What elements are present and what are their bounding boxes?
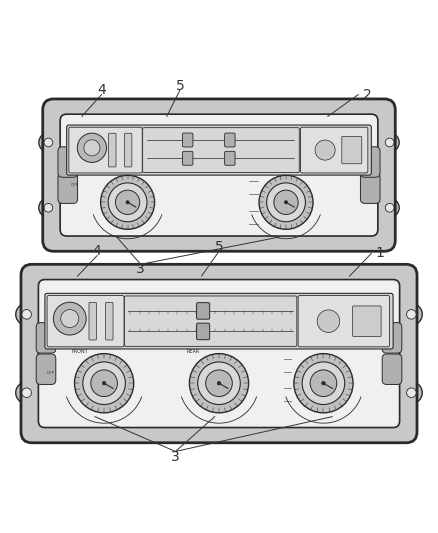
Text: 4: 4 [93, 244, 102, 259]
Circle shape [400, 303, 422, 325]
FancyBboxPatch shape [298, 295, 390, 347]
Circle shape [284, 201, 288, 204]
Text: 2: 2 [363, 87, 371, 102]
Circle shape [53, 302, 86, 335]
Circle shape [206, 370, 232, 397]
Text: OFF: OFF [47, 370, 55, 375]
FancyBboxPatch shape [353, 306, 381, 336]
Circle shape [116, 190, 140, 214]
FancyBboxPatch shape [21, 264, 417, 443]
FancyBboxPatch shape [89, 302, 96, 340]
Circle shape [217, 382, 221, 385]
FancyBboxPatch shape [183, 151, 193, 165]
FancyBboxPatch shape [60, 114, 378, 236]
Text: FRONT: FRONT [71, 349, 88, 353]
FancyBboxPatch shape [124, 133, 132, 167]
Circle shape [16, 303, 38, 325]
FancyBboxPatch shape [39, 279, 399, 427]
FancyBboxPatch shape [143, 128, 299, 173]
Circle shape [74, 353, 134, 413]
Circle shape [83, 362, 125, 405]
FancyBboxPatch shape [106, 302, 113, 340]
Text: 3: 3 [136, 262, 145, 276]
Circle shape [22, 388, 32, 398]
FancyBboxPatch shape [382, 354, 402, 384]
Text: REAR: REAR [187, 349, 200, 353]
FancyBboxPatch shape [342, 136, 362, 164]
FancyBboxPatch shape [124, 296, 297, 346]
FancyBboxPatch shape [36, 354, 56, 384]
Circle shape [16, 382, 38, 403]
FancyBboxPatch shape [69, 127, 142, 173]
Circle shape [91, 370, 117, 397]
FancyBboxPatch shape [225, 133, 235, 147]
Circle shape [317, 310, 340, 333]
FancyBboxPatch shape [45, 293, 393, 349]
Circle shape [39, 133, 58, 152]
FancyBboxPatch shape [58, 173, 78, 204]
Circle shape [274, 190, 298, 214]
Circle shape [302, 362, 345, 405]
Circle shape [380, 133, 399, 152]
Circle shape [44, 204, 53, 212]
Circle shape [385, 204, 394, 212]
Circle shape [126, 201, 129, 204]
Circle shape [321, 382, 325, 385]
Circle shape [380, 198, 399, 217]
Circle shape [385, 138, 394, 147]
FancyBboxPatch shape [109, 133, 116, 167]
Circle shape [44, 138, 53, 147]
Circle shape [39, 198, 58, 217]
Text: OFF: OFF [201, 370, 210, 375]
Circle shape [61, 310, 79, 328]
FancyBboxPatch shape [36, 322, 56, 353]
FancyBboxPatch shape [360, 173, 380, 204]
Circle shape [406, 388, 416, 398]
Circle shape [294, 353, 353, 413]
Text: 5: 5 [176, 79, 184, 93]
FancyBboxPatch shape [225, 151, 235, 165]
Circle shape [406, 310, 416, 319]
Circle shape [315, 140, 335, 160]
FancyBboxPatch shape [183, 133, 193, 147]
Circle shape [259, 175, 313, 229]
Circle shape [400, 382, 422, 403]
FancyBboxPatch shape [360, 147, 380, 177]
Text: OFF: OFF [71, 183, 79, 187]
Circle shape [198, 362, 240, 405]
FancyBboxPatch shape [382, 322, 402, 353]
Circle shape [101, 175, 155, 229]
Circle shape [102, 382, 106, 385]
Circle shape [84, 140, 100, 156]
Text: 5: 5 [215, 240, 223, 254]
Circle shape [189, 353, 249, 413]
Text: 1: 1 [376, 246, 385, 261]
FancyBboxPatch shape [67, 125, 371, 175]
Circle shape [310, 370, 337, 397]
FancyBboxPatch shape [300, 127, 368, 173]
FancyBboxPatch shape [197, 323, 210, 340]
Text: 3: 3 [171, 450, 180, 464]
Circle shape [22, 310, 32, 319]
FancyBboxPatch shape [197, 303, 210, 319]
FancyBboxPatch shape [43, 99, 395, 251]
Circle shape [77, 133, 106, 163]
Text: 4: 4 [97, 83, 106, 97]
FancyBboxPatch shape [47, 295, 124, 347]
Circle shape [108, 183, 147, 222]
Circle shape [267, 183, 305, 222]
FancyBboxPatch shape [58, 147, 78, 177]
